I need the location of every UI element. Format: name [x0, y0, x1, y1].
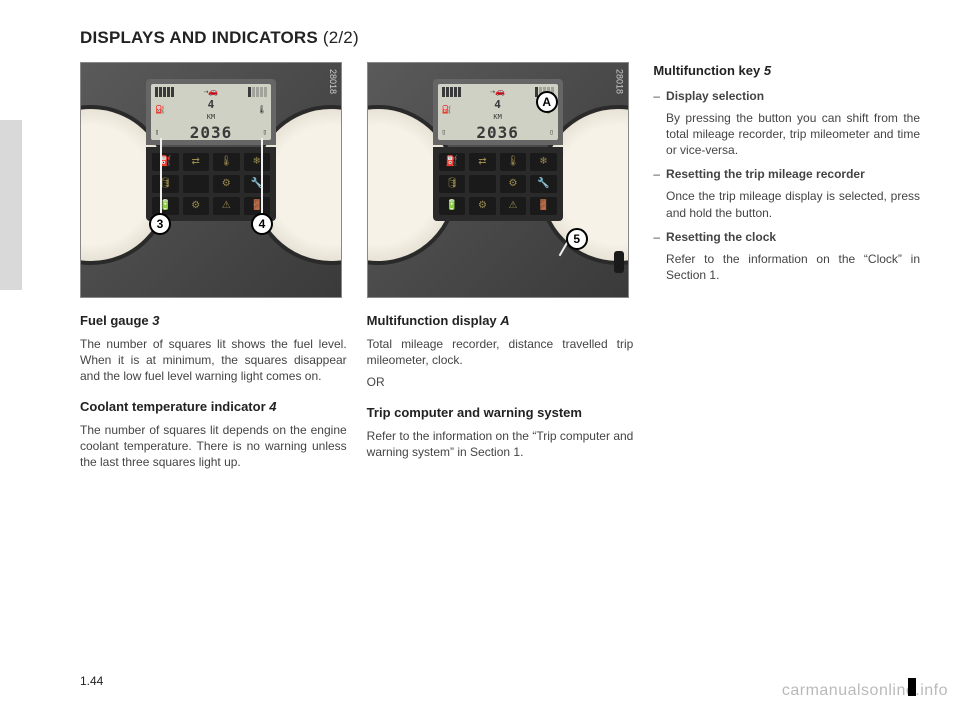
- lcd-odometer: 2036: [190, 122, 233, 144]
- battery-icon: 🔋: [152, 197, 179, 215]
- content-columns: 28018 8 60 40 20: [80, 62, 920, 470]
- bullet-display-selection: – Display selection By pressing the butt…: [653, 88, 920, 159]
- bullet-1-head: Display selection: [666, 88, 920, 104]
- warning-icon: ⚠: [500, 197, 527, 215]
- lcd-screen: ⇢🚗 ⛽ 4 KM 🌡: [151, 84, 271, 140]
- badge-A: A: [536, 91, 558, 113]
- leadline-4: [261, 138, 263, 216]
- lcd-top-value-2: 4: [452, 98, 544, 113]
- manual-page: DISPLAYS AND INDICATORS (2/2) 28018 8 60…: [0, 0, 960, 710]
- lcd-top-value: 4: [165, 98, 257, 113]
- heading-coolant: Coolant temperature indicator 4: [80, 398, 347, 416]
- photo-multifunction: 28018 ⇢🚗: [367, 62, 629, 298]
- column-1: 28018 8 60 40 20: [80, 62, 347, 470]
- lcd-car-icon: ⇢🚗: [204, 87, 219, 98]
- indicator-icon: ⇄: [183, 153, 210, 171]
- center-stack: ⇢🚗 ⛽ 4 KM 🌡: [146, 79, 276, 221]
- para-multifunction-display: Total mileage recorder, distance travell…: [367, 336, 634, 368]
- warning-icon: ⚠: [213, 197, 240, 215]
- lcd-panel: ⇢🚗 ⛽ 4 KM 🌡: [146, 79, 276, 145]
- seat-icon: ⚙: [213, 175, 240, 193]
- dashboard-cluster-2: ⇢🚗 ⛽ 4 KM 🌡: [378, 75, 618, 285]
- seat-icon: ⚙: [500, 175, 527, 193]
- badge-4: 4: [251, 213, 273, 235]
- frost-icon: ❄: [530, 153, 557, 171]
- lcd-unit: KM: [165, 113, 257, 122]
- bullet-1-body: By pressing the button you can shift fro…: [666, 110, 920, 159]
- leadline-3: [160, 138, 162, 216]
- fuel-bars-icon: [155, 87, 174, 97]
- side-tab: [0, 120, 22, 290]
- engine-icon: ⚙: [469, 197, 496, 215]
- heading-multifunction-display: Multifunction display A: [367, 312, 634, 330]
- dashboard-cluster: 8 60 40 20 ⇢🚗: [91, 75, 331, 285]
- page-number: 1.44: [80, 674, 103, 688]
- title-pagination: (2/2): [323, 28, 359, 47]
- bullet-3-head: Resetting the clock: [666, 229, 920, 245]
- fuel-icon: ⛽: [439, 153, 466, 171]
- battery-icon: 🔋: [439, 197, 466, 215]
- fuel-bars-icon-2: [442, 87, 461, 97]
- badge-3: 3: [149, 213, 171, 235]
- reset-button-stalk: [614, 251, 624, 273]
- bullet-2-body: Once the trip mileage display is selecte…: [666, 188, 920, 220]
- lcd-unit-2: KM: [452, 113, 544, 122]
- warning-light-grid-2: ⛽ ⇄ 🌡 ❄ 🛢 ⚙ 🔧 🔋 ⚙ ⚠ 🚪: [433, 147, 563, 221]
- column-2: 28018 ⇢🚗: [367, 62, 634, 470]
- temp-bars-icon: [248, 87, 267, 97]
- para-or: OR: [367, 374, 634, 390]
- bullet-reset-clock: – Resetting the clock Refer to the infor…: [653, 229, 920, 284]
- photo-fuel-gauge: 28018 8 60 40 20: [80, 62, 342, 298]
- door-icon: 🚪: [530, 197, 557, 215]
- temp-icon: 🌡: [500, 153, 527, 171]
- bullet-reset-trip: – Resetting the trip mileage recorder On…: [653, 166, 920, 221]
- temp-icon: 🌡: [213, 153, 240, 171]
- fuel-icon: ⛽: [152, 153, 179, 171]
- oil-icon: 🛢: [152, 175, 179, 193]
- lcd-odometer-2: 2036: [476, 122, 519, 144]
- title-main: DISPLAYS AND INDICATORS: [80, 28, 318, 47]
- frost-icon: ❄: [244, 153, 271, 171]
- para-fuel-gauge: The number of squares lit shows the fuel…: [80, 336, 347, 385]
- warning-light-grid: ⛽ ⇄ 🌡 ❄ 🛢 ⚙ 🔧 🔋 ⚙ ⚠ 🚪: [146, 147, 276, 221]
- heading-trip-computer: Trip computer and warning system: [367, 404, 634, 422]
- badge-5: 5: [566, 228, 588, 250]
- heading-fuel-gauge: Fuel gauge 3: [80, 312, 347, 330]
- bullet-3-body: Refer to the information on the “Clock” …: [666, 251, 920, 283]
- engine-icon: ⚙: [183, 197, 210, 215]
- indicator-icon: ⇄: [469, 153, 496, 171]
- bullet-2-head: Resetting the trip mileage recorder: [666, 166, 920, 182]
- column-3: Multifunction key 5 – Display selection …: [653, 62, 920, 470]
- watermark: carmanualsonline.info: [782, 682, 948, 700]
- blank-icon: [469, 175, 496, 193]
- page-title: DISPLAYS AND INDICATORS (2/2): [80, 28, 920, 48]
- door-icon: 🚪: [244, 197, 271, 215]
- heading-multifunction-key: Multifunction key 5: [653, 62, 920, 80]
- service-icon: 🔧: [530, 175, 557, 193]
- lcd-car-icon-2: ⇢🚗: [490, 87, 505, 98]
- para-trip-computer: Refer to the information on the “Trip co…: [367, 428, 634, 460]
- para-coolant: The number of squares lit depends on the…: [80, 422, 347, 471]
- blank-icon: [183, 175, 210, 193]
- oil-icon: 🛢: [439, 175, 466, 193]
- service-icon: 🔧: [244, 175, 271, 193]
